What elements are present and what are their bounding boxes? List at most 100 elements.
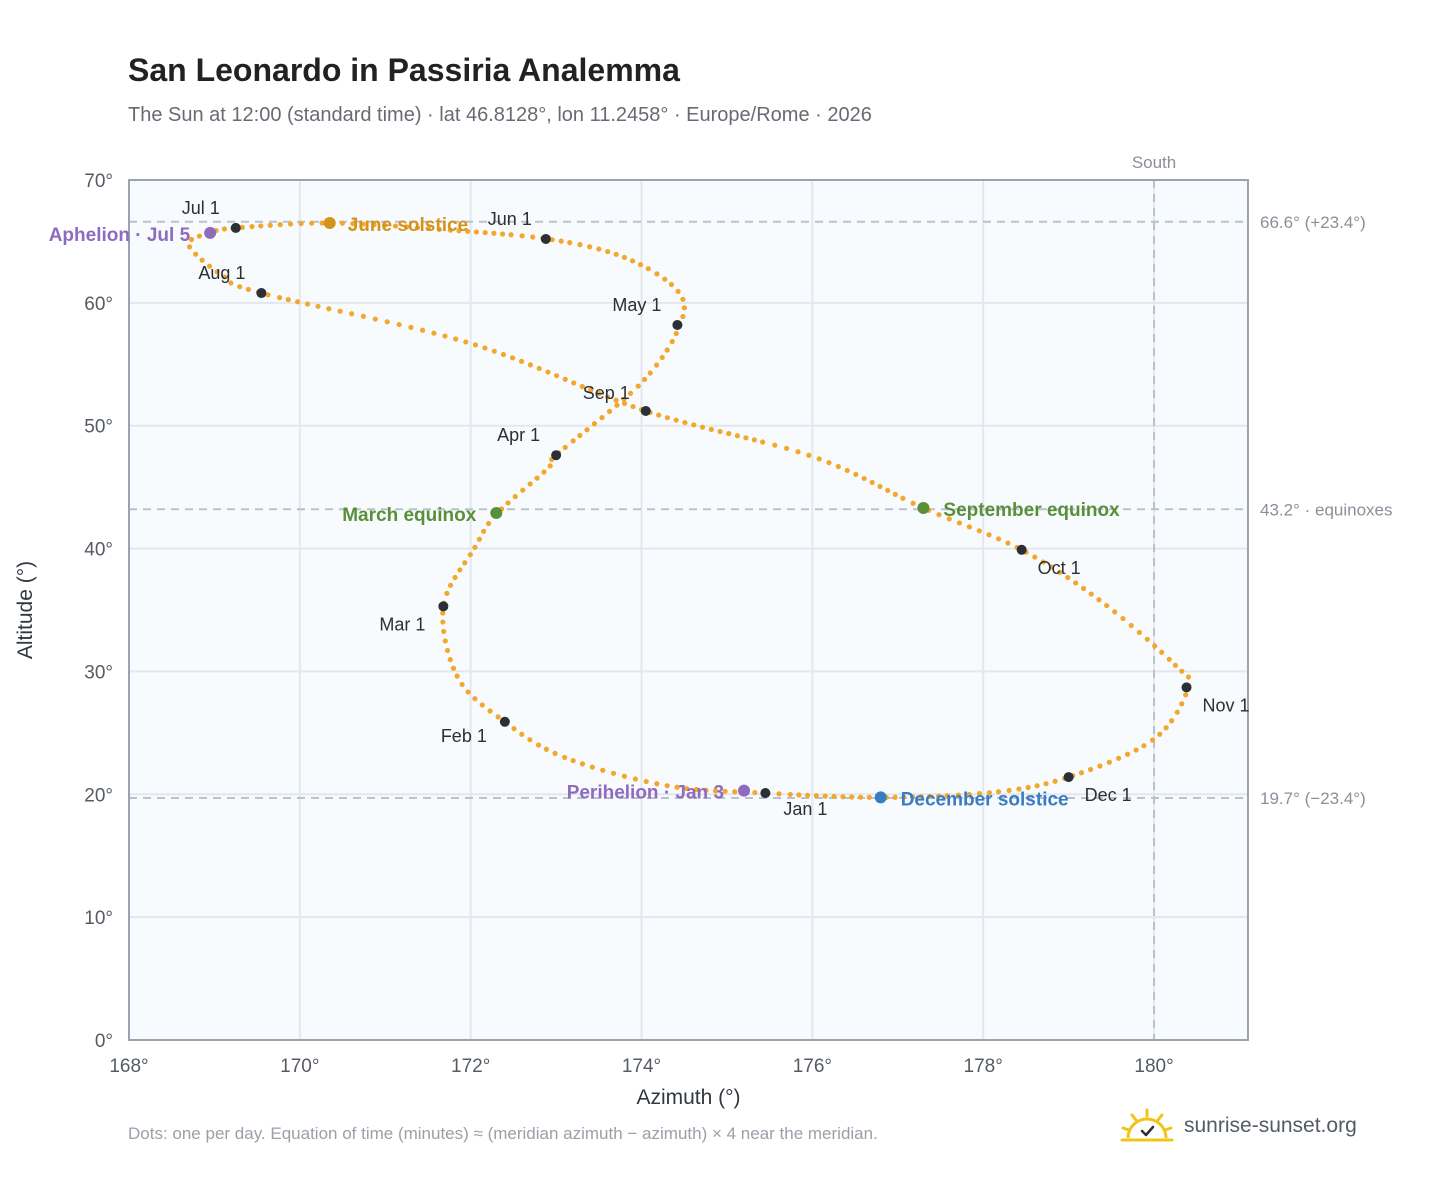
daily-sun-dot bbox=[752, 789, 758, 796]
daily-sun-dot bbox=[298, 220, 304, 227]
daily-sun-dot bbox=[277, 222, 283, 228]
event-label: March equinox bbox=[342, 505, 477, 526]
y-tick-label: 40° bbox=[84, 540, 113, 561]
daily-sun-dot bbox=[675, 288, 681, 295]
daily-sun-dot bbox=[955, 792, 961, 798]
daily-sun-dot bbox=[545, 369, 551, 375]
daily-sun-dot bbox=[221, 274, 228, 280]
daily-sun-dot bbox=[480, 528, 487, 534]
daily-sun-dot bbox=[966, 524, 973, 530]
daily-sun-dot bbox=[472, 696, 478, 702]
daily-sun-dot bbox=[512, 494, 518, 500]
daily-sun-dot bbox=[1049, 564, 1055, 570]
daily-sun-dot bbox=[673, 330, 679, 337]
daily-sun-dot bbox=[350, 220, 356, 227]
daily-sun-dot bbox=[1157, 731, 1163, 737]
daily-sun-dot bbox=[567, 240, 573, 246]
daily-sun-dot bbox=[1141, 743, 1147, 749]
daily-sun-dot bbox=[840, 794, 846, 800]
month-label: Apr 1 bbox=[497, 425, 540, 445]
daily-sun-dot bbox=[654, 362, 660, 368]
daily-sun-dot bbox=[816, 456, 822, 462]
daily-sun-dot bbox=[491, 348, 497, 354]
month-label: Sep 1 bbox=[583, 383, 630, 403]
y-tick-label: 10° bbox=[84, 908, 113, 929]
daily-sun-dot bbox=[527, 362, 534, 368]
daily-sun-dot bbox=[339, 220, 346, 226]
chart-title: San Leonardo in Passiria Analemma bbox=[128, 52, 680, 88]
daily-sun-dot bbox=[708, 426, 714, 432]
daily-sun-dot bbox=[444, 647, 451, 654]
daily-sun-dot bbox=[392, 223, 399, 229]
daily-sun-dot bbox=[371, 222, 377, 228]
daily-sun-dot bbox=[372, 316, 378, 322]
brand-logo[interactable]: sunrise-sunset.org bbox=[1120, 1106, 1357, 1146]
daily-sun-dot bbox=[986, 790, 992, 796]
daily-sun-dot bbox=[206, 263, 213, 269]
daily-sun-dot bbox=[869, 479, 875, 486]
x-tick-label: 168° bbox=[109, 1056, 148, 1077]
daily-sun-dot bbox=[570, 438, 576, 444]
daily-sun-dot bbox=[866, 794, 872, 800]
daily-sun-dot bbox=[447, 582, 454, 588]
daily-sun-dot bbox=[936, 793, 942, 799]
daily-sun-dot bbox=[693, 786, 699, 793]
daily-sun-dot bbox=[632, 776, 638, 782]
daily-sun-dot bbox=[717, 428, 723, 435]
event-marker bbox=[874, 791, 887, 804]
daily-sun-dot bbox=[621, 400, 628, 407]
daily-sun-dot bbox=[479, 702, 485, 708]
x-axis-label: Azimuth (°) bbox=[636, 1086, 740, 1109]
plot-area bbox=[129, 180, 1248, 1040]
month-label: Mar 1 bbox=[379, 614, 425, 634]
y-tick-label: 0° bbox=[95, 1031, 113, 1052]
daily-sun-dot bbox=[806, 452, 812, 458]
daily-sun-dot bbox=[558, 238, 564, 244]
daily-sun-dot bbox=[722, 788, 728, 794]
daily-sun-dot bbox=[673, 417, 679, 423]
month-label: Jan 1 bbox=[783, 799, 827, 819]
daily-sun-dot bbox=[237, 284, 243, 290]
daily-sun-dot bbox=[304, 301, 311, 307]
x-tick-label: 180° bbox=[1134, 1056, 1173, 1077]
daily-sun-dot bbox=[491, 230, 497, 236]
daily-sun-dot bbox=[414, 225, 421, 231]
daily-sun-dot bbox=[1128, 622, 1134, 629]
daily-sun-dot bbox=[436, 226, 442, 232]
daily-sun-dot bbox=[680, 296, 686, 302]
daily-sun-dot bbox=[703, 787, 709, 793]
daily-sun-dot bbox=[265, 292, 271, 298]
event-markers: June solstice Aphelion · Jul 5 March equin… bbox=[49, 215, 1120, 810]
daily-sun-dot bbox=[627, 390, 634, 396]
daily-sun-dot bbox=[527, 481, 533, 487]
daily-sun-dot bbox=[600, 767, 606, 773]
y-tick-label: 60° bbox=[84, 294, 113, 315]
daily-sun-dot bbox=[804, 792, 811, 798]
daily-sun-dot bbox=[549, 237, 555, 243]
month-markers: Jan 1 Feb 1 Mar 1 Apr 1 May 1 Jun 1 Jul 1 Aug 1… bbox=[182, 198, 1250, 819]
daily-sun-dot bbox=[408, 324, 414, 330]
daily-sun-dot bbox=[654, 271, 660, 277]
daily-sun-dot bbox=[743, 435, 749, 441]
daily-sun-dot bbox=[796, 792, 802, 798]
plot-frame bbox=[128, 179, 1249, 1041]
daily-sun-dot bbox=[457, 567, 463, 573]
daily-sun-dot bbox=[570, 758, 576, 764]
daily-sun-dot bbox=[462, 560, 468, 566]
month-marker bbox=[499, 716, 510, 727]
month-label: Nov 1 bbox=[1202, 695, 1249, 715]
month-marker bbox=[1016, 544, 1027, 555]
daily-sun-dot bbox=[562, 376, 568, 382]
daily-sun-dot bbox=[186, 244, 193, 250]
daily-sun-dot bbox=[543, 746, 549, 752]
month-marker bbox=[1181, 682, 1192, 693]
sun-logo-icon bbox=[1120, 1108, 1174, 1142]
daily-sun-dot bbox=[337, 308, 343, 314]
daily-sun-dot bbox=[447, 656, 453, 663]
daily-sun-dot bbox=[1073, 580, 1079, 586]
daily-sun-dot bbox=[892, 491, 898, 497]
daily-sun-dot bbox=[629, 258, 636, 264]
daily-sun-dot bbox=[199, 257, 205, 263]
daily-sun-dot bbox=[1124, 751, 1131, 757]
daily-sun-dot bbox=[519, 731, 525, 737]
